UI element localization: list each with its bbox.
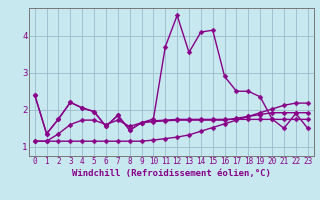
X-axis label: Windchill (Refroidissement éolien,°C): Windchill (Refroidissement éolien,°C) [72, 169, 271, 178]
